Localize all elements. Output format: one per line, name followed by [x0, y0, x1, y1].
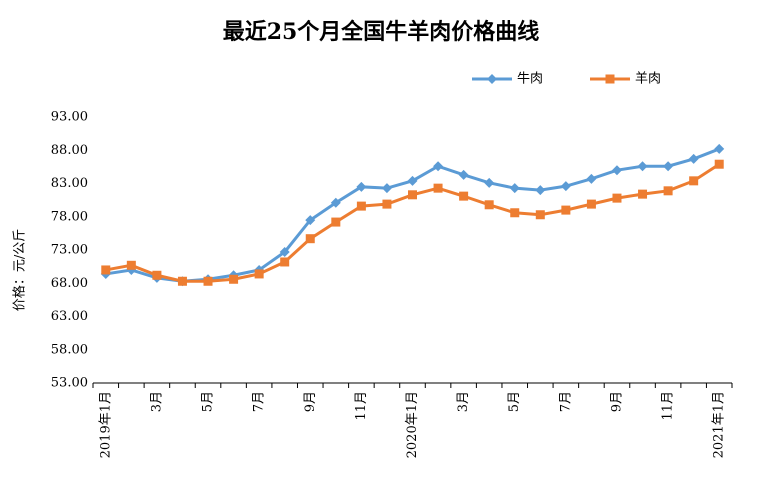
point	[381, 183, 392, 194]
x-tick-label: 7月	[252, 391, 267, 412]
point	[433, 161, 444, 172]
point	[177, 276, 187, 286]
point	[663, 186, 673, 196]
point	[560, 181, 571, 192]
chart-title: 最近25个月全国牛羊肉价格曲线	[223, 19, 540, 45]
point	[305, 215, 316, 226]
point	[612, 193, 622, 203]
point	[535, 185, 546, 196]
y-tick-label: 68.00	[51, 276, 88, 291]
point	[126, 260, 136, 270]
point	[484, 177, 495, 188]
x-tick-label: 11月	[661, 391, 676, 421]
point	[586, 173, 597, 184]
x-tick-label: 7月	[558, 391, 573, 412]
y-tick-label: 93.00	[51, 110, 88, 125]
point	[280, 257, 290, 267]
point	[203, 276, 213, 286]
point	[382, 199, 392, 209]
legend-label: 牛肉	[517, 72, 543, 87]
point	[279, 246, 290, 257]
x-tick-label: 5月	[507, 391, 522, 412]
point	[356, 201, 366, 211]
x-tick-label: 9月	[609, 391, 624, 412]
point	[586, 199, 596, 209]
point	[535, 210, 545, 220]
y-tick-label: 73.00	[51, 243, 88, 258]
point	[229, 274, 239, 284]
point	[484, 200, 494, 210]
y-tick-label: 88.00	[51, 143, 88, 158]
point	[101, 265, 111, 275]
y-axis-label: 价格：元/公斤	[12, 229, 28, 311]
point	[688, 153, 699, 164]
x-tick-label: 3月	[456, 391, 471, 412]
point	[433, 183, 443, 193]
point	[714, 159, 724, 169]
point	[458, 169, 469, 180]
x-tick-label: 2020年1月	[405, 391, 420, 458]
point	[510, 208, 520, 218]
point	[509, 183, 520, 194]
y-tick-label: 78.00	[51, 209, 88, 224]
y-tick-label: 58.00	[51, 342, 88, 357]
point	[459, 191, 469, 201]
legend-label: 羊肉	[635, 71, 661, 87]
y-tick-label: 53.00	[51, 376, 88, 391]
x-tick-label: 5月	[201, 391, 216, 412]
legend-marker	[487, 74, 497, 84]
x-tick-label: 3月	[149, 391, 164, 412]
x-tick-label: 2021年1月	[712, 391, 727, 458]
point	[689, 176, 699, 186]
point	[561, 205, 571, 215]
legend-marker	[605, 74, 615, 84]
point	[254, 269, 264, 279]
point	[663, 161, 674, 172]
point	[356, 181, 367, 192]
y-tick-label: 63.00	[51, 309, 88, 324]
point	[714, 143, 725, 154]
x-tick-label: 9月	[303, 391, 318, 412]
point	[305, 234, 315, 244]
point	[408, 190, 417, 200]
point	[611, 165, 622, 176]
x-tick-label: 11月	[354, 391, 369, 421]
series-line	[105, 147, 720, 283]
point	[330, 197, 341, 208]
point	[637, 161, 648, 172]
point	[407, 175, 418, 186]
point	[331, 217, 341, 227]
x-tick-label: 2019年1月	[98, 391, 113, 458]
y-tick-label: 83.00	[51, 176, 88, 191]
point	[152, 270, 162, 280]
point	[638, 189, 648, 199]
